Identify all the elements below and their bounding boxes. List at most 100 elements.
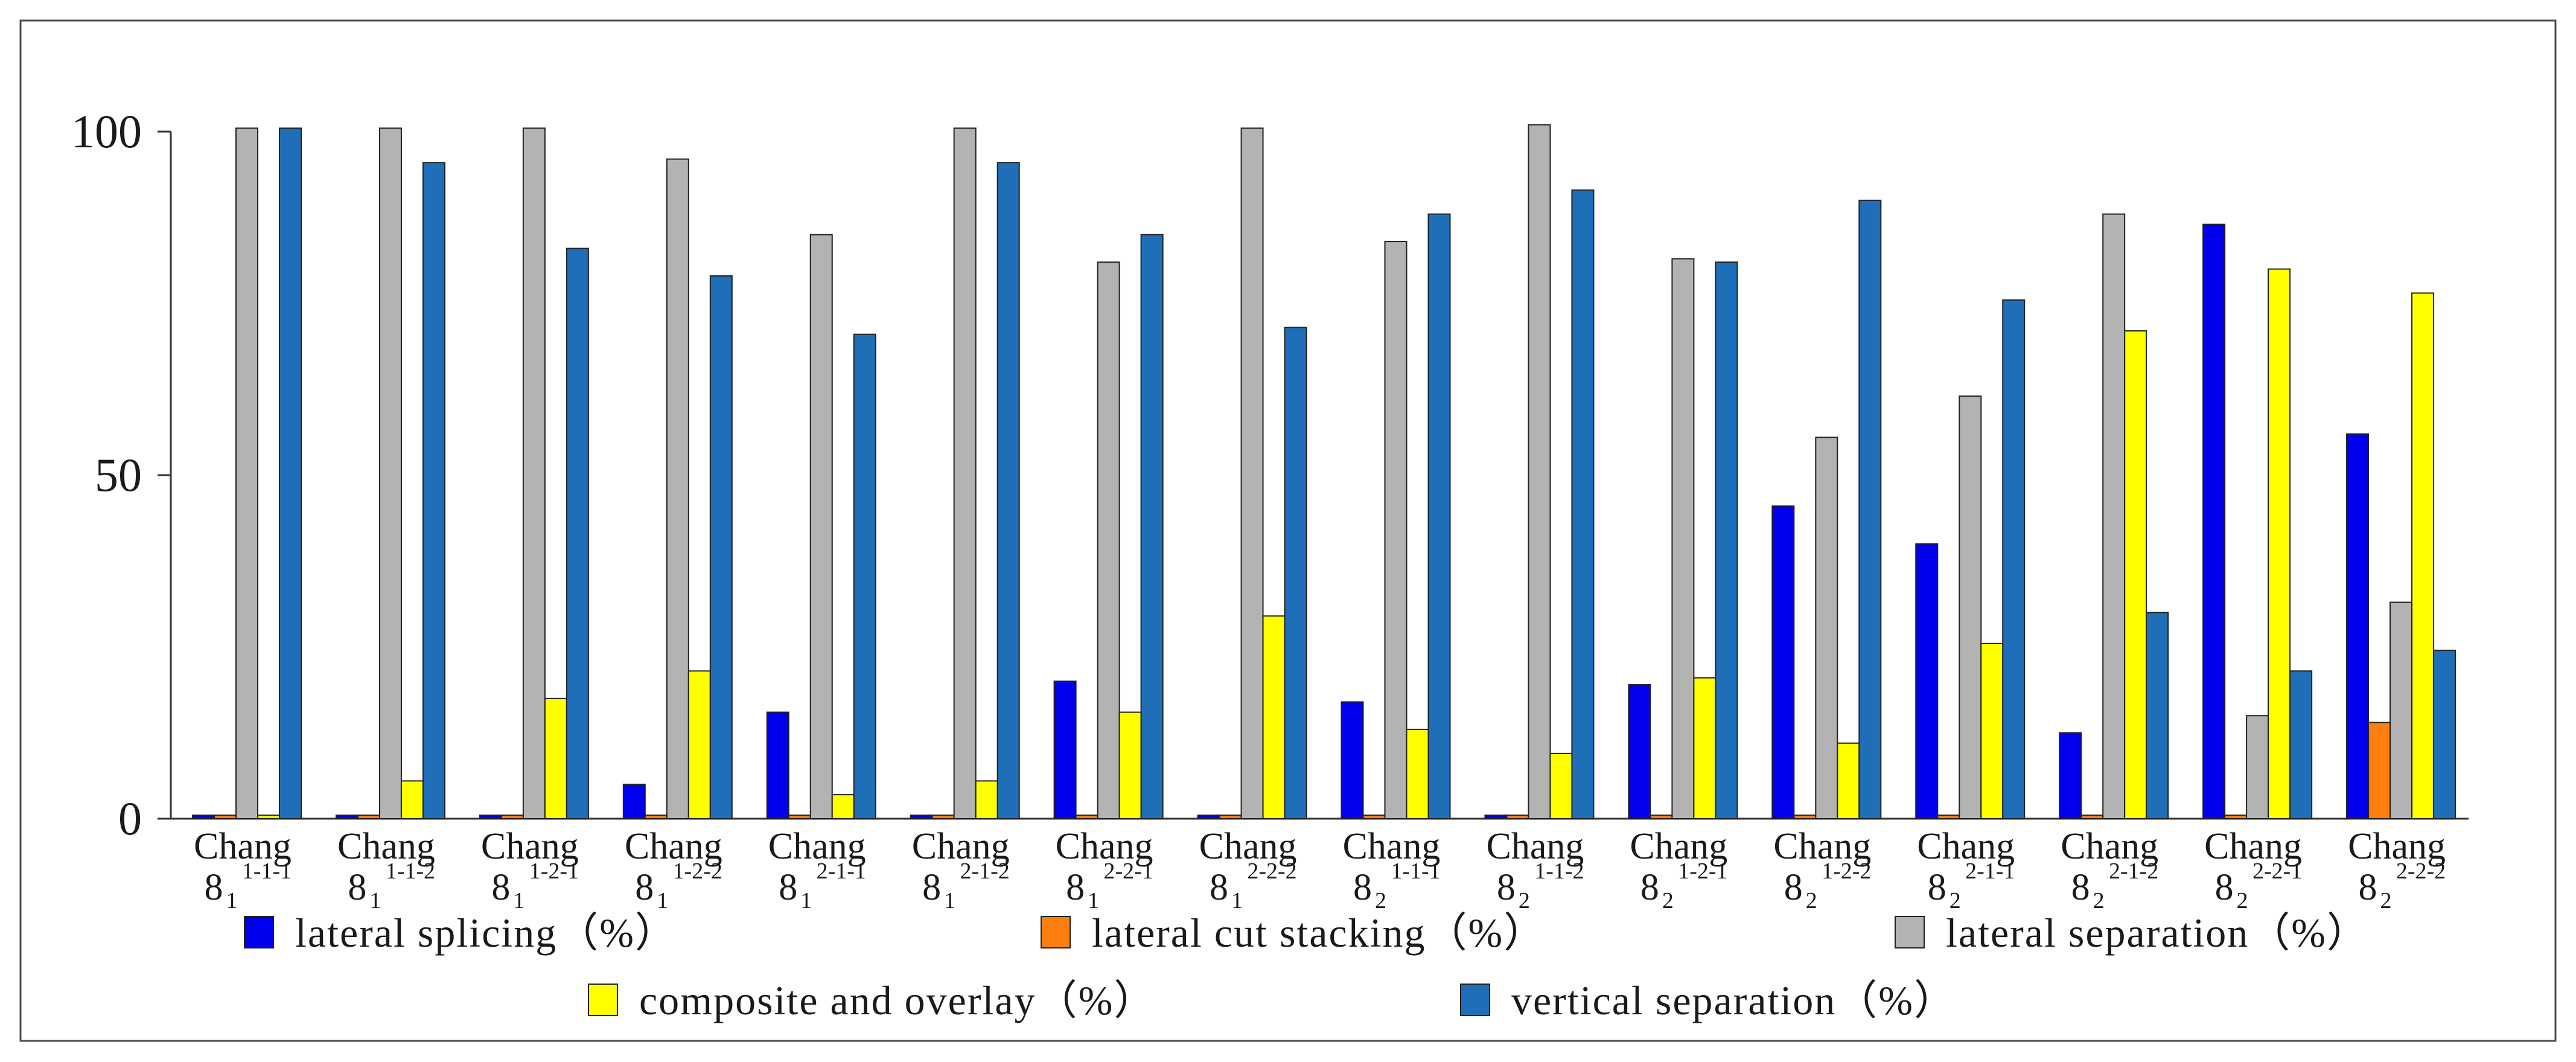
bar-5-1: [279, 127, 302, 819]
bar-1-1: [192, 814, 215, 820]
category-label-main: Chang: [912, 826, 1010, 867]
category-label-sup: 1-1-1: [242, 859, 292, 884]
bar-2-7: [1075, 814, 1098, 820]
category-label-main: Chang: [1486, 826, 1584, 867]
bar-3-10: [1528, 124, 1551, 819]
bar-4-11: [1693, 677, 1717, 819]
category-label-main: Chang: [1343, 826, 1441, 867]
category-label-base: 8: [2359, 867, 2377, 908]
category-label-main: Chang: [337, 826, 435, 867]
category-label-base: 8: [2215, 867, 2234, 908]
bar-1-2: [335, 814, 359, 820]
bar-5-13: [2002, 299, 2026, 819]
bar-2-12: [1793, 814, 1817, 820]
bar-5-16: [2433, 650, 2456, 819]
category-label-sup: 1-2-1: [529, 859, 579, 884]
bar-4-12: [1837, 742, 1860, 819]
bar-3-7: [1097, 261, 1120, 820]
bar-5-6: [996, 162, 1020, 820]
category-label-main: Chang: [2204, 826, 2302, 867]
category-label-sub: 1: [513, 888, 524, 913]
bar-1-10: [1484, 814, 1508, 820]
bar-4-7: [1118, 711, 1142, 819]
bar-3-1: [235, 127, 258, 819]
category-label-main: Chang: [194, 826, 292, 867]
category-label-main: Chang: [1630, 826, 1727, 867]
category-label-main: Chang: [1773, 826, 1871, 867]
category-label-sup: 1-1-2: [1534, 859, 1584, 884]
bar-4-4: [687, 670, 711, 819]
bar-3-9: [1384, 241, 1408, 819]
category-label-sup: 1-2-2: [673, 859, 722, 884]
legend-label-3: lateral separation（%）: [1946, 910, 2369, 956]
category-label-base: 8: [1640, 867, 1659, 908]
bar-4-13: [1980, 642, 2004, 820]
category-label-main: Chang: [768, 826, 866, 867]
category-label-sub: 1: [1088, 888, 1099, 913]
category-label-sup: 1-2-1: [1678, 859, 1727, 884]
bar-1-13: [1915, 543, 1939, 819]
bar-1-9: [1341, 701, 1364, 820]
bar-4-15: [2268, 268, 2291, 820]
bar-2-15: [2224, 814, 2248, 820]
legend-swatch-3: [1895, 916, 1925, 948]
bar-4-10: [1549, 752, 1573, 820]
bar-2-3: [500, 814, 524, 820]
bar-5-5: [853, 333, 876, 819]
bar-1-16: [2346, 433, 2370, 819]
bar-1-14: [2059, 732, 2082, 819]
category-label-sup: 2-1-1: [817, 859, 866, 884]
bar-5-12: [1858, 199, 1882, 819]
bar-2-11: [1650, 814, 1673, 820]
category-label-sub: 2: [2380, 888, 2392, 913]
category-label-sup: 2-2-2: [2396, 859, 2446, 884]
category-label-sup: 1-2-2: [1822, 859, 1871, 884]
category-label-sub: 2: [1662, 888, 1674, 913]
category-label-base: 8: [635, 867, 654, 908]
bar-2-4: [644, 814, 668, 820]
legend-label-5: vertical separation（%）: [1511, 977, 1956, 1023]
category-label-sub: 1: [1231, 888, 1243, 913]
bar-5-11: [1715, 261, 1738, 820]
bar-3-6: [953, 127, 977, 819]
category-label-sub: 2: [1375, 888, 1386, 913]
bar-2-6: [931, 814, 955, 820]
bar-4-14: [2124, 330, 2147, 819]
legend-swatch-2: [1041, 916, 1071, 948]
bar-3-15: [2246, 715, 2269, 820]
bar-5-7: [1140, 234, 1164, 819]
legend-swatch-1: [244, 916, 274, 948]
category-label-base: 8: [922, 867, 941, 908]
legend-label-4: composite and overlay（%）: [639, 977, 1156, 1023]
bar-4-16: [2411, 292, 2435, 819]
bar-1-8: [1197, 814, 1220, 820]
bar-2-8: [1219, 814, 1242, 820]
category-label-main: Chang: [1199, 826, 1297, 867]
bar-3-11: [1671, 258, 1695, 819]
bar-2-16: [2368, 721, 2391, 820]
category-label-main: Chang: [2061, 826, 2158, 867]
bar-3-2: [378, 127, 402, 819]
legend: lateral splicing（%） lateral cut stacking（…: [244, 910, 2369, 1023]
bar-5-15: [2289, 670, 2313, 819]
bar-1-12: [1771, 505, 1795, 819]
bar-4-8: [1262, 615, 1286, 819]
bar-1-11: [1628, 684, 1651, 819]
category-label-main: Chang: [2348, 826, 2446, 867]
bar-1-3: [479, 814, 502, 820]
category-label-sub: 2: [1806, 888, 1817, 913]
legend-swatch-5: [1460, 984, 1490, 1016]
category-label-base: 8: [779, 867, 797, 908]
category-label-sub: 1: [369, 888, 381, 913]
category-label-sup: 1-1-1: [1391, 859, 1440, 884]
bar-5-9: [1427, 213, 1451, 819]
category-label-sub: 1: [657, 888, 668, 913]
bars: [192, 124, 2456, 820]
category-label-sup: 2-1-1: [1965, 859, 2015, 884]
bar-2-2: [357, 814, 380, 820]
bar-3-13: [1959, 395, 1982, 819]
category-label-sub: 1: [800, 888, 812, 913]
category-label-main: Chang: [1917, 826, 2015, 867]
bar-2-14: [2080, 814, 2104, 820]
